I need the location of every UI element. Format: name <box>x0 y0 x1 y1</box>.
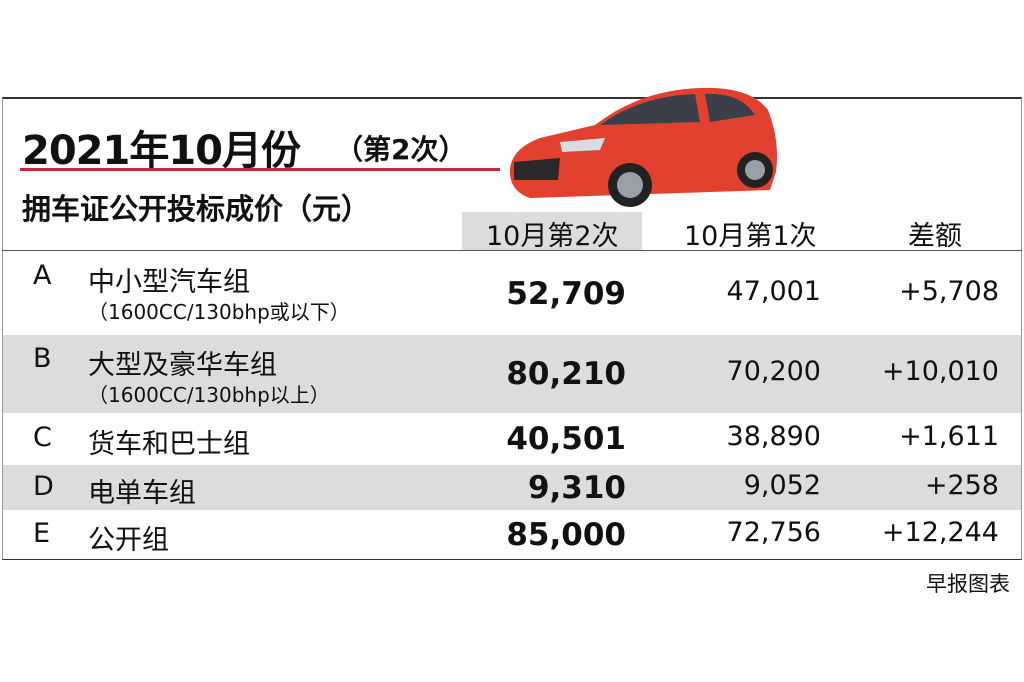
group-name: 电单车组 <box>88 477 196 509</box>
value: +258 <box>924 469 999 501</box>
heading: 拥车证公开投标成价（元） <box>22 192 371 226</box>
value: 72,756 <box>726 516 821 548</box>
category: C <box>33 422 52 453</box>
category: B <box>33 343 52 374</box>
group-note: （1600CC/130bhp或以下） <box>88 300 350 324</box>
value: 70,200 <box>726 356 821 387</box>
header-highlight <box>462 212 642 250</box>
table-row: E 公开组 85,000 72,756 +12,244 <box>3 510 1021 559</box>
table-frame <box>2 97 1022 560</box>
table-row: C 货车和巴士组 40,501 38,890 +1,611 <box>3 413 1021 465</box>
value: 40,501 <box>506 421 626 457</box>
value: +10,010 <box>881 356 999 387</box>
group-note: （1600CC/130bhp以上） <box>88 383 330 407</box>
title: 2021年10月份 <box>22 128 301 174</box>
table-row: B 大型及豪华车组 （1600CC/130bhp以上） 80,210 70,200 +10… <box>3 335 1021 413</box>
source: 早报图表 <box>926 572 1010 596</box>
table-row: D 电单车组 9,310 9,052 +258 <box>3 465 1021 510</box>
value: +1,611 <box>899 421 999 452</box>
category: A <box>33 260 52 291</box>
value: 38,890 <box>726 421 821 452</box>
value: 80,210 <box>506 356 626 392</box>
group-name: 大型及豪华车组 <box>88 350 277 381</box>
header-rule <box>2 250 1022 251</box>
value: 9,310 <box>527 469 626 506</box>
subtitle: （第2次） <box>335 133 467 166</box>
value: 52,709 <box>506 275 626 312</box>
value: 85,000 <box>506 516 626 553</box>
group-name: 货车和巴士组 <box>88 429 250 460</box>
table-row: A 中小型汽车组 （1600CC/130bhp或以下） 52,709 47,001 +5,… <box>3 252 1021 335</box>
car-illustration <box>509 87 777 207</box>
column-header: 差额 <box>908 221 962 252</box>
category: E <box>33 517 51 549</box>
value: +5,708 <box>899 275 999 307</box>
category: D <box>33 470 54 502</box>
group-name: 公开组 <box>88 524 169 556</box>
value: 47,001 <box>726 275 821 307</box>
column-header: 10月第1次 <box>684 221 817 252</box>
value: +12,244 <box>881 516 999 548</box>
group-name: 中小型汽车组 <box>88 267 250 298</box>
value: 9,052 <box>743 469 821 501</box>
column-header: 10月第2次 <box>486 221 619 252</box>
title-underline <box>20 168 500 171</box>
